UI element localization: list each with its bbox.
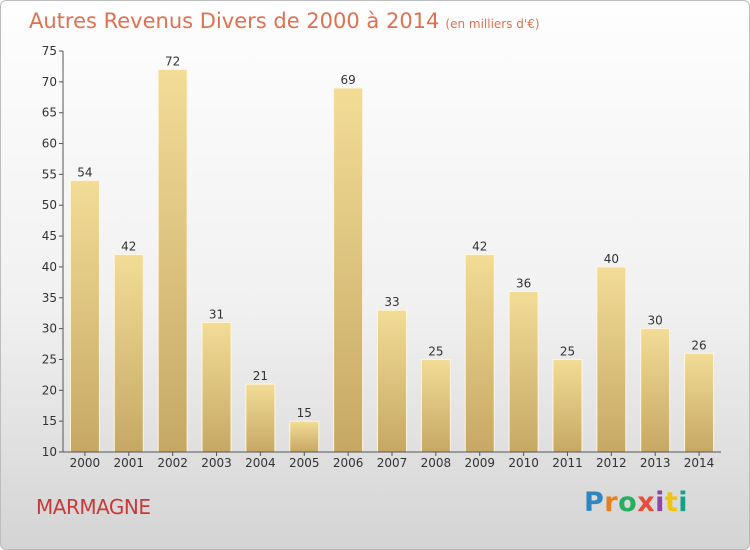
logo-letter: t (664, 487, 679, 518)
bar (245, 383, 276, 453)
bar (333, 87, 364, 453)
bar-value-label: 69 (340, 73, 355, 87)
bar (552, 358, 583, 453)
x-tick-label: 2000 (70, 456, 101, 470)
bar (201, 321, 232, 453)
y-tick-label: 50 (42, 198, 57, 212)
bar-value-label: 42 (121, 240, 136, 254)
x-tick-label: 2008 (421, 456, 452, 470)
bar-value-label: 15 (297, 406, 312, 420)
y-tick-label: 10 (42, 445, 57, 459)
y-tick-label: 20 (42, 383, 57, 397)
bar-value-label: 42 (472, 240, 487, 254)
bar-value-label: 21 (253, 369, 268, 383)
x-tick-label: 2001 (114, 456, 145, 470)
bar-value-label: 31 (209, 307, 224, 321)
place-name: MARMAGNE (36, 495, 151, 519)
bar-value-label: 40 (604, 252, 619, 266)
logo-letter: o (618, 487, 638, 518)
y-tick-label: 25 (42, 352, 57, 366)
x-tick-label: 2002 (157, 456, 188, 470)
y-axis: 10 15 20 25 30 35 40 45 50 55 60 65 70 75 (42, 44, 64, 459)
logo-letter: r (604, 487, 619, 518)
y-tick-label: 30 (42, 322, 57, 336)
bar-value-label: 72 (165, 55, 180, 69)
bar (113, 254, 144, 453)
x-tick-label: 2003 (201, 456, 232, 470)
x-tick-label: 2007 (377, 456, 408, 470)
bar (464, 254, 495, 453)
logo-letter: i (678, 487, 689, 518)
y-tick-label: 75 (42, 44, 57, 58)
y-tick-label: 40 (42, 260, 57, 274)
x-tick-label: 2010 (508, 456, 539, 470)
chart-subtitle: (en milliers d'€) (445, 17, 540, 31)
bar (640, 328, 671, 453)
y-tick-label: 70 (42, 75, 57, 89)
y-tick-label: 60 (42, 137, 57, 151)
bar (377, 309, 407, 453)
bar-value-label: 54 (77, 166, 92, 180)
y-tick-label: 15 (42, 414, 57, 428)
x-tick-label: 2006 (333, 456, 364, 470)
bar (508, 291, 539, 453)
bar-value-label: 25 (560, 344, 575, 358)
bars: 54 42 72 31 21 15 69 33 25 42 36 25 40 30 26 (69, 55, 715, 453)
bar (157, 69, 188, 453)
y-tick-label: 55 (42, 167, 57, 181)
logo-letter: P (584, 487, 605, 518)
chart-title-text: Autres Revenus Divers de 2000 à 2014 (29, 9, 440, 33)
chart-title: Autres Revenus Divers de 2000 à 2014 (en … (29, 9, 540, 33)
x-tick-label: 2004 (245, 456, 276, 470)
bar (420, 358, 451, 453)
x-tick-label: 2011 (552, 456, 583, 470)
bar-value-label: 36 (516, 277, 531, 291)
bar (289, 420, 320, 453)
y-tick-label: 65 (42, 106, 57, 120)
y-tick-label: 45 (42, 229, 57, 243)
bar-value-label: 33 (384, 295, 399, 309)
bar (684, 352, 715, 453)
x-tick-label: 2012 (596, 456, 627, 470)
bar (69, 180, 100, 453)
x-tick-label: 2013 (640, 456, 671, 470)
bar-value-label: 25 (428, 344, 443, 358)
bar-value-label: 26 (691, 338, 706, 352)
logo-letter: x (637, 487, 656, 518)
y-tick-label: 35 (42, 291, 57, 305)
bar-value-label: 30 (648, 314, 663, 328)
x-tick-label: 2009 (464, 456, 495, 470)
x-tick-label: 2014 (684, 456, 715, 470)
logo-letter: i (655, 487, 665, 518)
proxiti-logo: Proxiti (584, 487, 688, 518)
x-axis: 2000 2001 2002 2003 2004 2005 2006 2007 2008 2009… (63, 451, 721, 470)
x-tick-label: 2005 (289, 456, 320, 470)
bar (596, 266, 627, 453)
